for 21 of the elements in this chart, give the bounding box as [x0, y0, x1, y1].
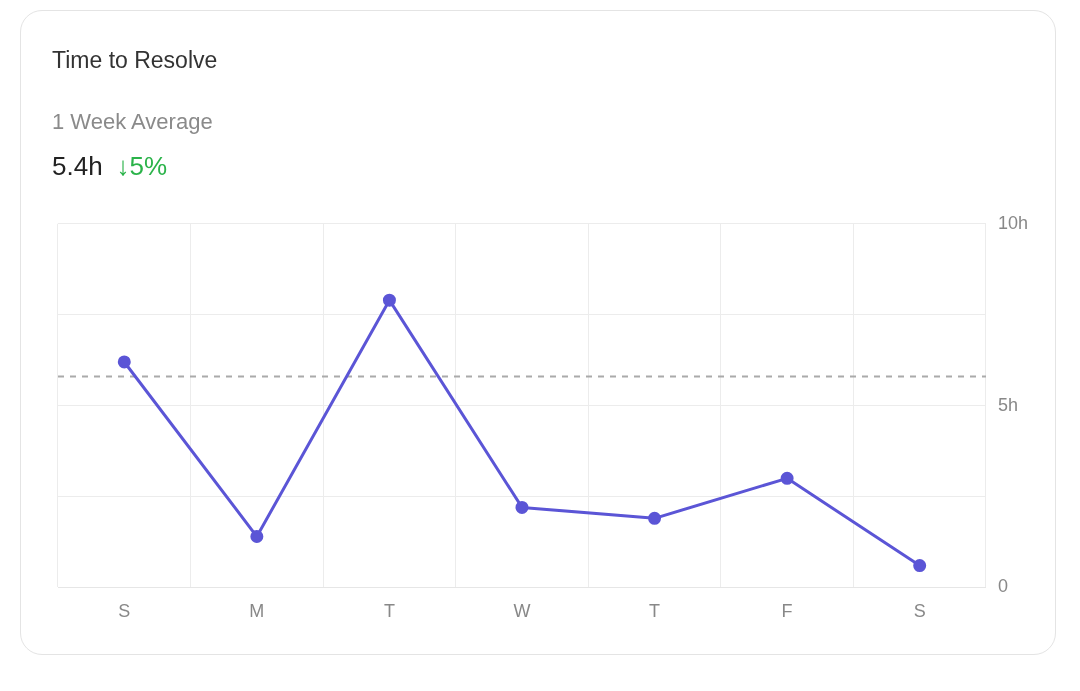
y-tick-label: 10h — [997, 212, 1029, 233]
point — [780, 471, 794, 485]
x-tick-label: W — [513, 601, 531, 622]
point — [515, 500, 529, 514]
x-tick-label: S — [913, 601, 926, 622]
x-tick-label: T — [649, 601, 661, 622]
x-tick-label: S — [118, 601, 131, 622]
y-tick-label: 0 — [997, 576, 1008, 597]
x-tick-label: T — [383, 601, 395, 622]
text: ↓5% — [116, 151, 168, 182]
point — [913, 559, 927, 573]
point — [250, 530, 264, 543]
chart-subtitle: 1 Week Average — [52, 109, 213, 135]
x-tick-label: F — [781, 601, 793, 622]
point — [648, 511, 662, 525]
point — [117, 355, 131, 369]
x-tick-label: M — [249, 601, 265, 622]
point — [382, 293, 396, 307]
text: 5.4h — [52, 151, 103, 182]
chart-title: Time to Resolve — [52, 47, 218, 74]
y-tick-label: 5h — [997, 394, 1018, 415]
